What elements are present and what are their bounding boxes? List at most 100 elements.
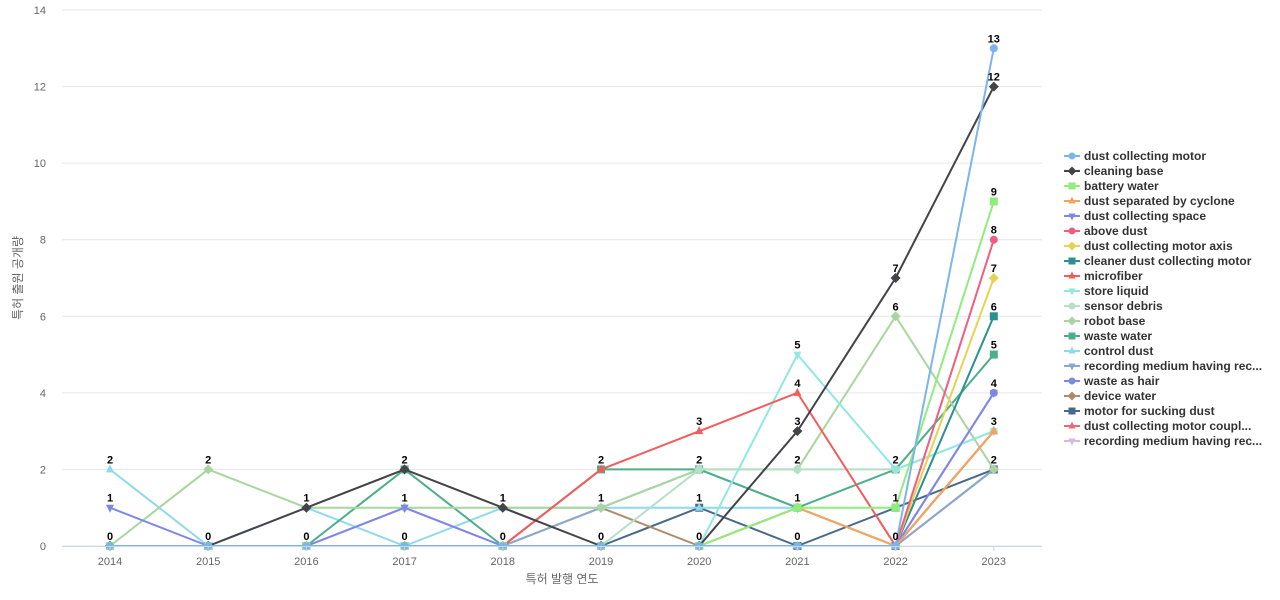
legend-item: dust collecting motor coupl...: [1064, 419, 1251, 433]
data-point: [989, 44, 998, 53]
data-label: 0: [598, 531, 604, 543]
data-point: [497, 502, 508, 513]
series-line: [109, 353, 995, 547]
data-point: [400, 504, 409, 513]
legend-item: dust collecting space: [1064, 209, 1206, 223]
legend-label: battery water: [1084, 179, 1159, 193]
legend-item: motor for sucking dust: [1064, 404, 1215, 418]
legend-label: store liquid: [1084, 284, 1149, 298]
data-point: [989, 312, 998, 321]
grid-lines: [62, 9, 1042, 547]
data-point: [890, 311, 901, 322]
data-point: [793, 465, 802, 474]
data-point: [596, 502, 606, 513]
data-label: 0: [205, 531, 211, 543]
legend-marker: [1068, 196, 1076, 204]
data-point: [989, 235, 998, 244]
data-label: 7: [991, 263, 997, 275]
data-point: [793, 351, 802, 360]
data-point: [989, 350, 998, 359]
data-label: 5: [991, 340, 997, 352]
legend-label: device water: [1084, 389, 1156, 403]
series-line: [109, 430, 995, 547]
data-point: [399, 464, 410, 475]
data-label: 2: [107, 454, 113, 466]
legend-label: waste water: [1083, 329, 1152, 343]
data-label: 7: [893, 263, 899, 275]
y-tick-label: 8: [40, 235, 46, 247]
data-point: [989, 197, 998, 206]
series-line: [109, 430, 995, 547]
data-label: 1: [794, 493, 800, 505]
legend-item: waste water: [1064, 329, 1152, 343]
legend-item: waste as hair: [1064, 374, 1160, 388]
data-label: 2: [696, 454, 702, 466]
legend-label: dust collecting space: [1084, 209, 1206, 223]
legend-label: dust collecting motor coupl...: [1084, 419, 1251, 433]
plot-area: [105, 44, 999, 551]
data-label: 3: [991, 416, 997, 428]
legend-marker: [1068, 271, 1076, 279]
data-point: [891, 503, 900, 512]
data-label: 2: [893, 454, 899, 466]
data-label: 0: [107, 531, 113, 543]
x-tick-label: 2019: [589, 556, 613, 568]
legend-item: control dust: [1064, 344, 1153, 358]
data-point: [106, 504, 114, 513]
legend-item: recording medium having rec...: [1064, 434, 1262, 448]
data-label: 8: [991, 225, 997, 237]
data-point: [793, 503, 802, 512]
data-point: [891, 466, 900, 475]
series-line: [109, 200, 995, 547]
x-tick-label: 2018: [491, 556, 515, 568]
legend-marker: [1068, 438, 1076, 446]
x-tick-label: 2021: [785, 556, 809, 568]
legend-marker: [1068, 302, 1076, 310]
data-point: [793, 387, 802, 396]
data-label: 4: [991, 378, 998, 390]
series-line: [109, 315, 995, 547]
legend-label: control dust: [1084, 344, 1153, 358]
legend-item: cleaning base: [1064, 164, 1164, 178]
data-label: 13: [988, 33, 1000, 45]
data-point: [988, 464, 999, 475]
legend-label: above dust: [1084, 224, 1147, 238]
legend-marker: [1068, 182, 1076, 190]
legend-marker: [1068, 363, 1076, 371]
data-point: [597, 464, 605, 473]
x-tick-label: 2016: [294, 556, 318, 568]
legend-marker: [1067, 166, 1077, 176]
data-point: [890, 273, 901, 283]
x-tick-label: 2014: [98, 556, 122, 568]
data-label: 0: [303, 531, 309, 543]
legend-marker: [1068, 377, 1076, 385]
data-label: 0: [402, 531, 408, 543]
data-label: 9: [991, 186, 997, 198]
y-tick-label: 6: [40, 311, 46, 323]
legend-item: device water: [1064, 389, 1156, 403]
data-label: 2: [991, 454, 997, 466]
data-point: [106, 464, 114, 473]
legend-marker: [1067, 391, 1077, 401]
data-point: [695, 465, 704, 474]
series-1: [106, 44, 998, 550]
y-tick-label: 10: [34, 158, 46, 170]
data-label: 1: [107, 493, 113, 505]
series-line: [109, 85, 995, 547]
data-label: 6: [991, 301, 997, 313]
series-14: [106, 426, 998, 549]
legend-item: dust separated by cyclone: [1064, 194, 1235, 208]
series-19: [106, 426, 998, 549]
legend-marker: [1068, 227, 1076, 235]
legend-label: recording medium having rec...: [1084, 359, 1262, 373]
data-label: 3: [794, 416, 800, 428]
legend-item: dust collecting motor: [1064, 149, 1206, 163]
legend-item: store liquid: [1064, 284, 1149, 298]
data-label: 0: [893, 531, 899, 543]
x-tick-label: 2015: [196, 556, 220, 568]
data-label: 2: [794, 454, 800, 466]
legend-marker: [1068, 213, 1076, 221]
x-tick-label: 2017: [392, 556, 416, 568]
